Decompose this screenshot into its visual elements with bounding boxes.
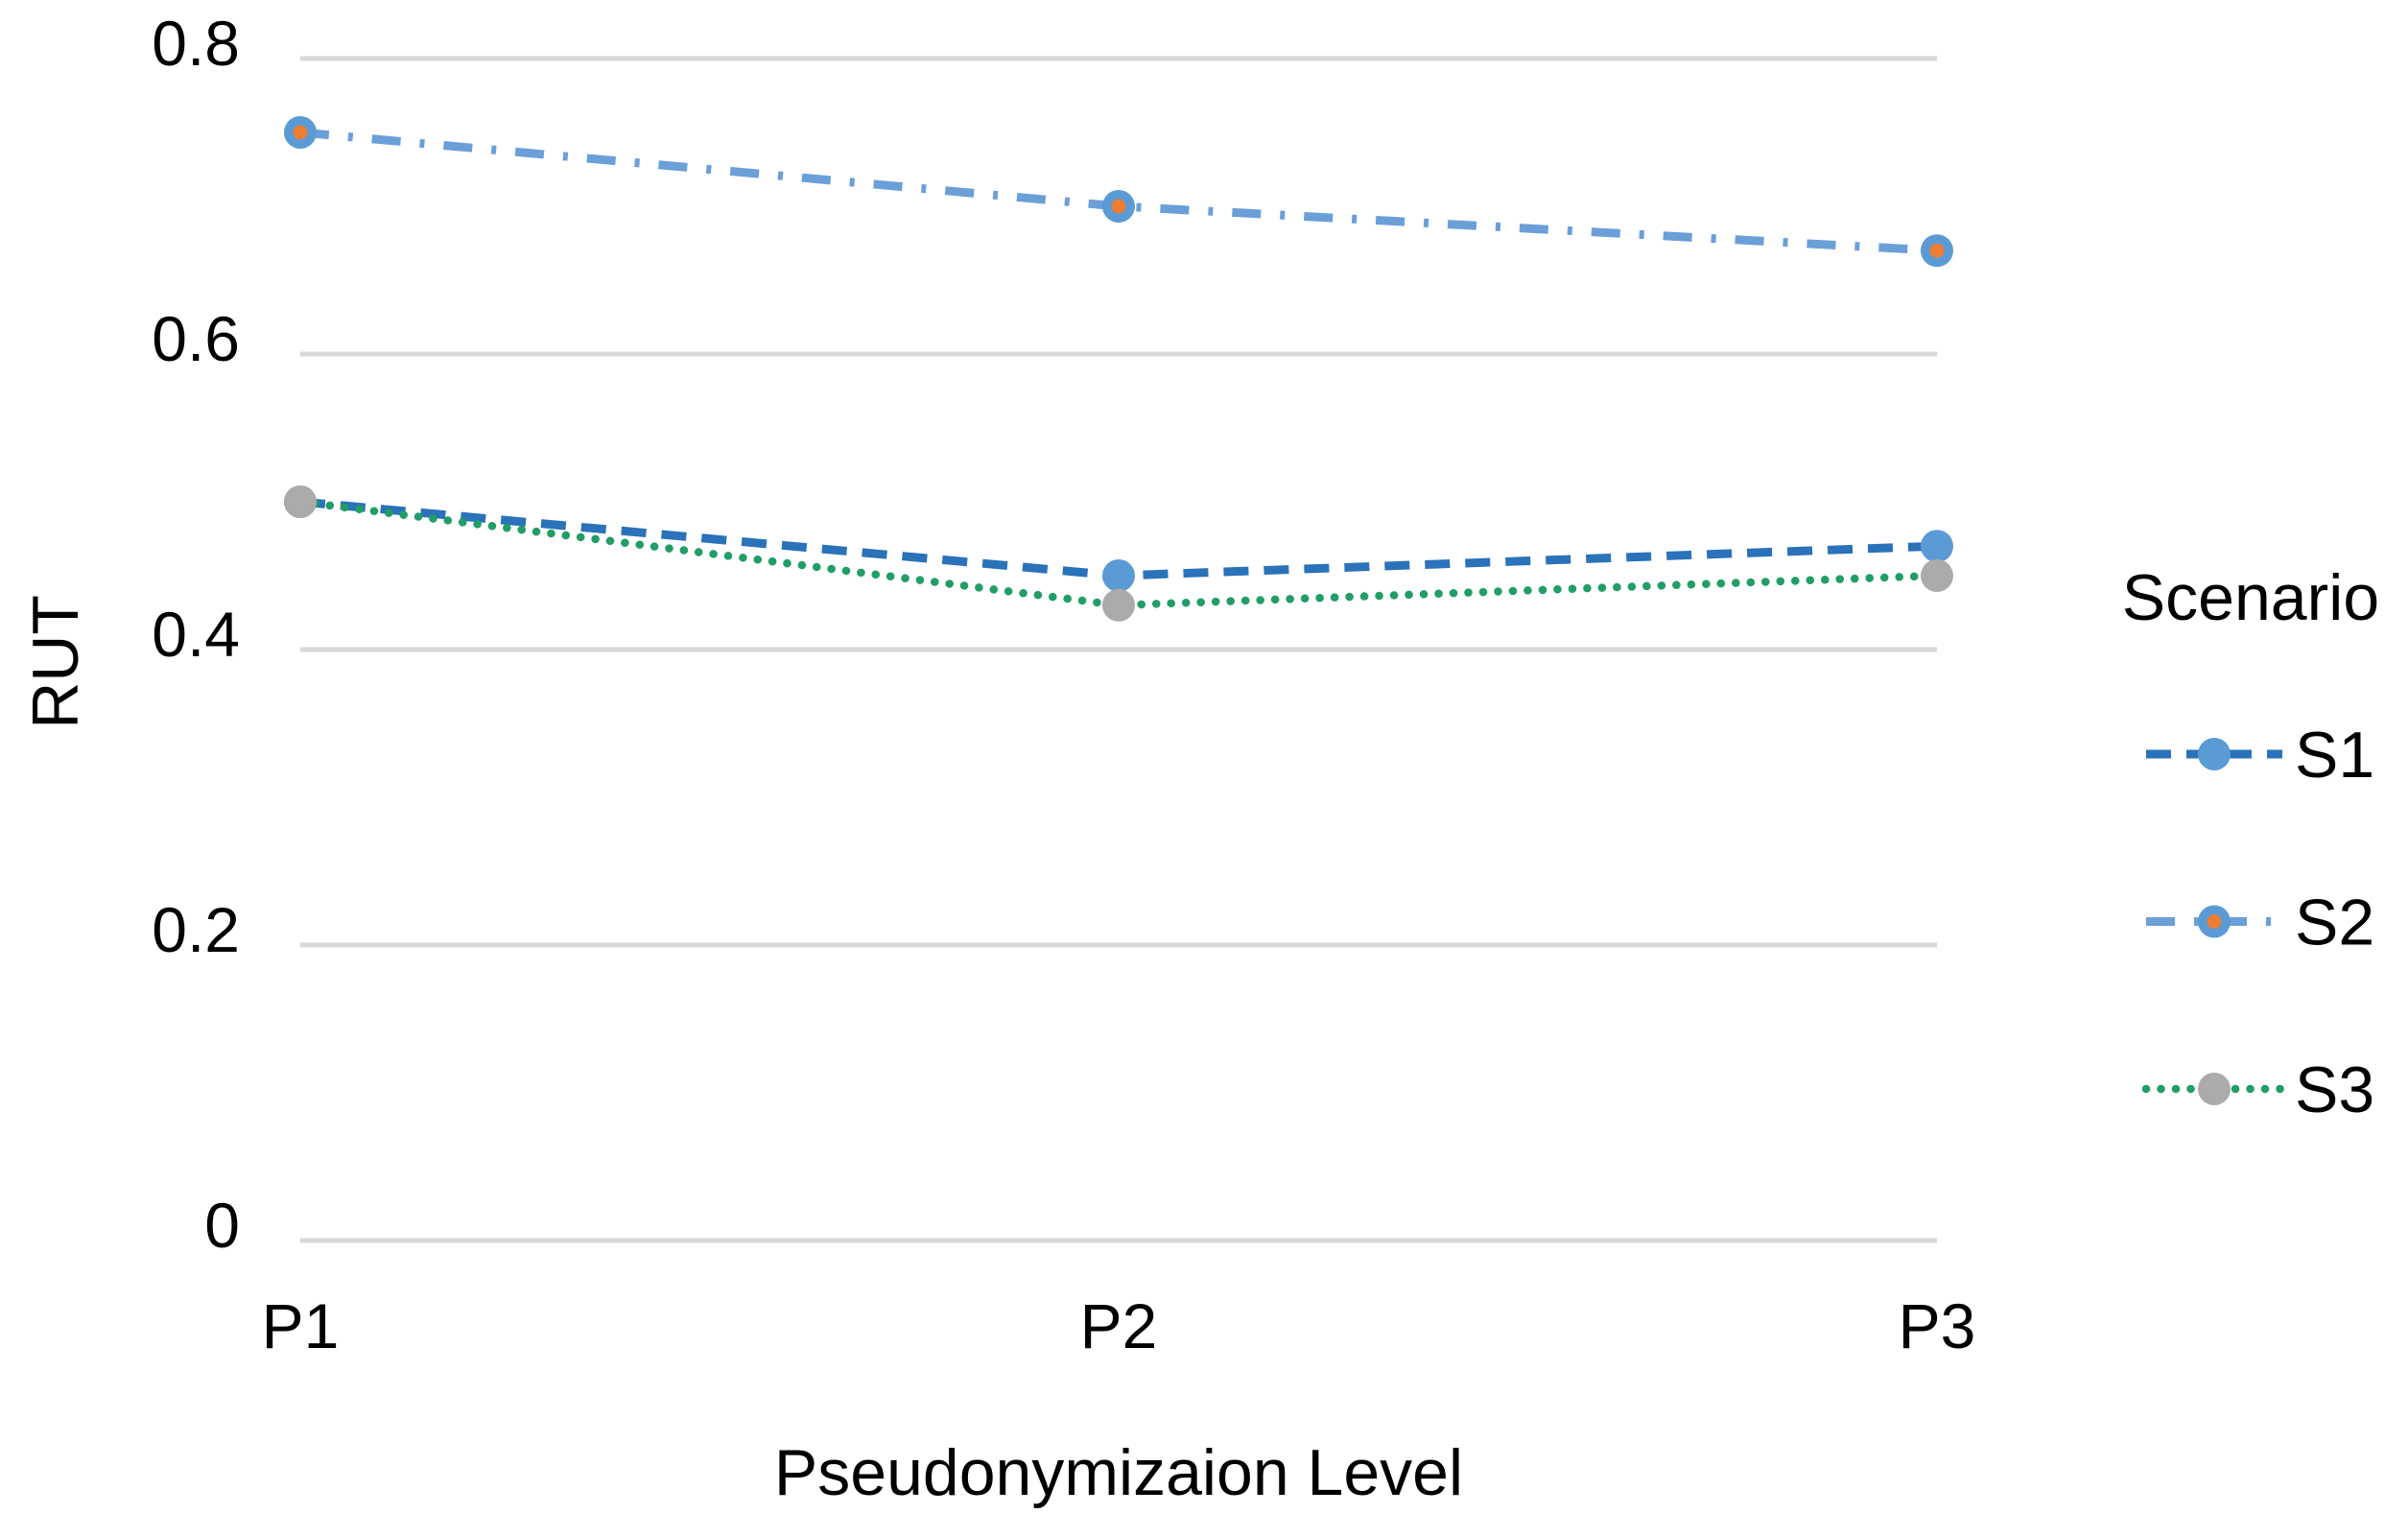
y-axis-title: RUT	[19, 595, 92, 729]
legend-marker-S1	[2198, 738, 2231, 770]
series-marker-inner-S2-P2	[1111, 199, 1126, 214]
series-marker-S3-P1	[284, 485, 317, 518]
legend-label-S2: S2	[2295, 886, 2374, 958]
series-marker-S1-P3	[1921, 530, 1953, 563]
series-line-S2	[299, 128, 1938, 255]
y-tick-label-0: 0	[204, 1190, 240, 1261]
x-axis-title: Pseudonymizaion Level	[774, 1436, 1463, 1509]
x-tick-label-P2: P2	[1080, 1290, 1158, 1361]
x-tick-label-P3: P3	[1899, 1290, 1976, 1361]
y-tick-label-0.4: 0.4	[152, 599, 240, 670]
y-tick-label-0.2: 0.2	[152, 894, 240, 965]
series-line-S3	[295, 497, 1942, 610]
x-tick-label-P1: P1	[262, 1290, 340, 1361]
legend-title: Scenario	[2122, 561, 2379, 634]
legend-label-S3: S3	[2295, 1053, 2374, 1126]
series-marker-S3-P2	[1102, 588, 1135, 622]
series-marker-inner-S2-P3	[1929, 243, 1945, 258]
series-marker-inner-S2-P1	[293, 125, 308, 140]
y-tick-label-0.8: 0.8	[152, 8, 240, 79]
legend-label-S1: S1	[2295, 719, 2374, 792]
legend-marker-S3	[2198, 1073, 2231, 1105]
legend-marker-inner-S2	[2207, 914, 2222, 929]
series-marker-S1-P2	[1102, 559, 1135, 592]
y-tick-label-0.6: 0.6	[152, 303, 240, 374]
series-marker-S3-P3	[1921, 559, 1953, 592]
